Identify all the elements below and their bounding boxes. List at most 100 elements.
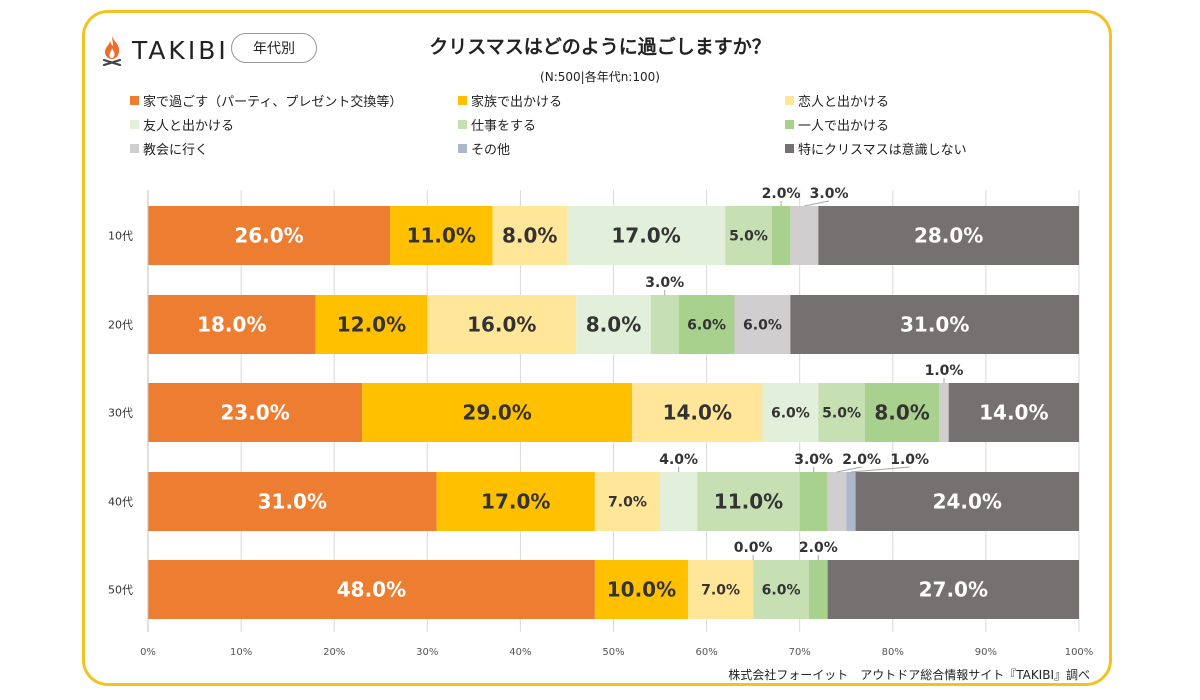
- data-label-callout: 2.0%: [842, 452, 881, 468]
- data-label-callout: 2.0%: [799, 540, 838, 556]
- legend-item: 特にクリスマスは意識しない: [785, 139, 967, 158]
- data-label-callout: 0.0%: [734, 540, 773, 556]
- legend-item: 仕事をする: [458, 115, 536, 134]
- bar-segment: [148, 560, 595, 619]
- callout-line: [804, 200, 830, 207]
- legend-label: 一人で出かける: [798, 119, 890, 134]
- bar-segment: [148, 295, 316, 354]
- takibi-logo: TAKIBI: [100, 30, 229, 70]
- bar-segment: [594, 472, 661, 531]
- bar-segment: [678, 295, 735, 354]
- bar-segment: [148, 383, 363, 442]
- bar-segment: [632, 383, 763, 442]
- legend-label: その他: [471, 143, 511, 158]
- legend-label: 教会に行く: [143, 143, 209, 158]
- bar-segment: [576, 295, 651, 354]
- bar-segment: [790, 206, 819, 265]
- bar-segment: [492, 206, 567, 265]
- legend-swatch: [458, 120, 467, 129]
- campfire-icon: [102, 36, 122, 66]
- legend-label: 恋人と出かける: [798, 95, 890, 110]
- legend-swatch: [785, 144, 794, 153]
- data-label: 18.0%: [197, 313, 266, 337]
- bar-segment: [753, 560, 810, 619]
- legend-swatch: [785, 120, 794, 129]
- data-label-callout: 3.0%: [794, 452, 833, 468]
- bar-segment: [362, 383, 633, 442]
- legend-item: 家で過ごす（パーティ、プレゼント交換等）: [130, 91, 402, 110]
- data-label-callout: 2.0%: [762, 186, 801, 202]
- x-tick-label: 50%: [602, 647, 624, 658]
- data-label: 6.0%: [771, 406, 810, 422]
- legend-label: 特にクリスマスは意識しない: [798, 143, 967, 158]
- legend-swatch: [130, 120, 139, 129]
- legend-label: 仕事をする: [471, 119, 537, 134]
- legend-item: 家族で出かける: [458, 91, 562, 110]
- data-label: 31.0%: [900, 313, 969, 337]
- bar-segment: [697, 472, 800, 531]
- bar-segment: [799, 472, 828, 531]
- legend-label: 家で過ごす（パーティ、プレゼント交換等）: [143, 95, 403, 110]
- bar-segment: [809, 560, 828, 619]
- x-tick-label: 0%: [140, 647, 156, 658]
- bar-segment: [660, 472, 698, 531]
- data-label-callout: 4.0%: [659, 452, 698, 468]
- x-tick-label: 40%: [509, 647, 531, 658]
- legend-swatch: [458, 96, 467, 105]
- x-tick-label: 90%: [975, 647, 997, 658]
- bar-segment: [827, 560, 1079, 619]
- legend-item: 教会に行く: [130, 139, 208, 158]
- callout-line: [836, 466, 862, 473]
- data-label: 23.0%: [220, 401, 289, 425]
- legend-swatch: [785, 96, 794, 105]
- age-group-badge: 年代別: [231, 33, 317, 63]
- legend-item: 友人と出かける: [130, 115, 234, 134]
- bar-segment: [939, 383, 949, 442]
- data-label: 29.0%: [462, 401, 531, 425]
- bar-segment: [818, 383, 865, 442]
- data-label: 11.0%: [714, 490, 783, 514]
- data-label: 12.0%: [337, 313, 406, 337]
- bar-segment: [734, 295, 791, 354]
- legend-item: その他: [458, 139, 510, 158]
- bar-segment: [148, 206, 391, 265]
- data-label: 6.0%: [687, 318, 726, 334]
- bar-segment: [948, 383, 1079, 442]
- y-category-label: 10代: [108, 230, 133, 243]
- data-label-callout: 1.0%: [925, 363, 964, 379]
- bar-segment: [315, 295, 428, 354]
- x-tick-label: 30%: [416, 647, 438, 658]
- data-label: 11.0%: [407, 224, 476, 248]
- y-category-label: 40代: [108, 496, 133, 509]
- data-label: 14.0%: [663, 401, 732, 425]
- legend-swatch: [458, 144, 467, 153]
- data-label: 6.0%: [743, 318, 782, 334]
- data-label: 6.0%: [762, 583, 801, 599]
- legend-label: 家族で出かける: [471, 95, 563, 110]
- x-tick-label: 100%: [1065, 647, 1094, 658]
- logo-text: TAKIBI: [132, 35, 229, 65]
- data-label: 17.0%: [481, 490, 550, 514]
- x-tick-label: 80%: [882, 647, 904, 658]
- data-label-callout: 3.0%: [810, 186, 849, 202]
- bar-segment: [864, 383, 940, 442]
- data-label: 16.0%: [467, 313, 536, 337]
- source-note: 株式会社フォーイット アウトドア総合情報サイト『TAKIBI』調べ: [728, 668, 1090, 682]
- data-label-callout: 3.0%: [645, 275, 684, 291]
- bar-segment: [725, 206, 772, 265]
- data-label: 28.0%: [914, 224, 983, 248]
- x-tick-label: 20%: [323, 647, 345, 658]
- data-label: 10.0%: [607, 578, 676, 602]
- data-label: 8.0%: [502, 224, 557, 248]
- data-label: 8.0%: [874, 401, 929, 425]
- x-tick-label: 70%: [789, 647, 811, 658]
- bar-segment: [566, 206, 726, 265]
- legend-label: 友人と出かける: [143, 119, 235, 134]
- data-label: 48.0%: [337, 578, 406, 602]
- bar-segment: [594, 560, 688, 619]
- bar-segment: [650, 295, 679, 354]
- bar-segment: [771, 206, 791, 265]
- bar-segment: [762, 383, 819, 442]
- bar-segment: [855, 472, 1079, 531]
